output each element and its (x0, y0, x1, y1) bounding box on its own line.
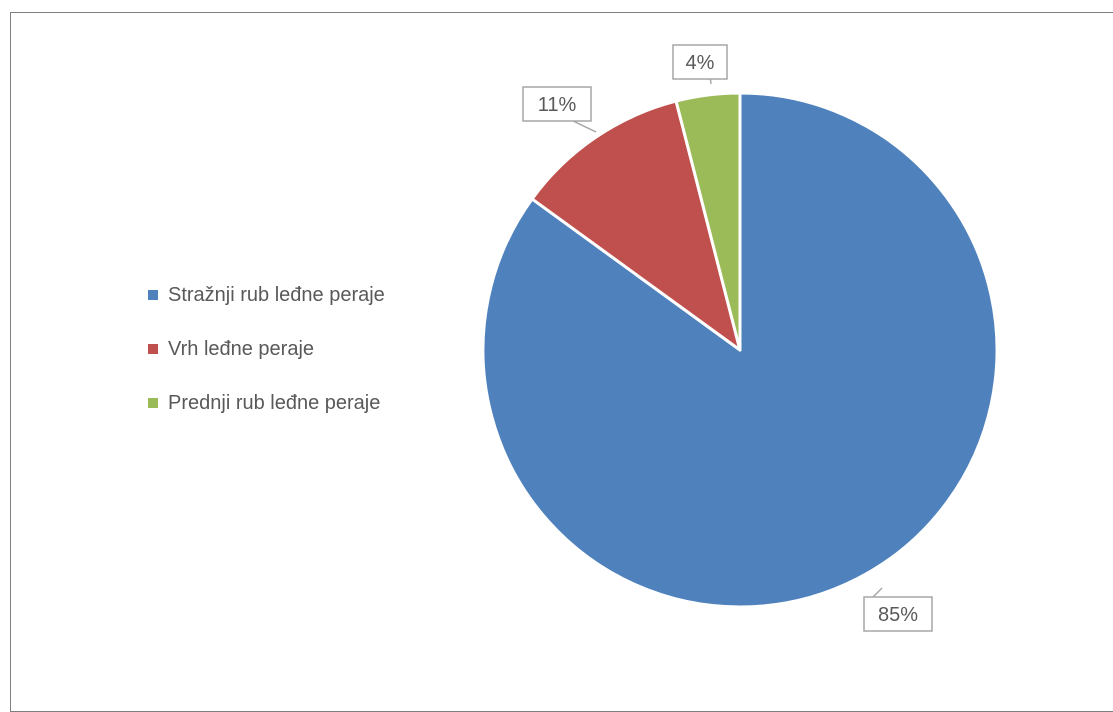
legend-item-straznji-rub: Stražnji rub leđne peraje (148, 280, 385, 310)
data-label-85: 85% (863, 587, 933, 632)
slice-prednji-rub (674, 91, 742, 352)
legend-label-straznji-rub: Stražnji rub leđne peraje (168, 283, 385, 306)
slice-straznji-rub (481, 91, 999, 609)
data-label-text: 4% (686, 52, 715, 74)
legend-item-prednji-rub: Prednji rub leđne peraje (148, 388, 385, 418)
data-label-text: 85% (878, 604, 918, 626)
legend-item-vrh: Vrh leđne peraje (148, 334, 385, 364)
data-label-box (672, 44, 728, 80)
data-label-box (863, 596, 933, 632)
data-label-4: 4% (672, 44, 728, 85)
legend: Stražnji rub leđne peraje Vrh leđne pera… (148, 280, 385, 442)
legend-swatch-straznji-rub (148, 290, 158, 300)
legend-label-vrh: Vrh leđne peraje (168, 337, 315, 360)
pie-chart: 85% 11% 4% (481, 44, 999, 632)
legend-label-prednji-rub: Prednji rub leđne peraje (168, 391, 381, 414)
data-label-11: 11% (522, 86, 597, 133)
data-label-text: 11% (538, 94, 577, 116)
legend-swatch-vrh (148, 344, 158, 354)
legend-swatch-prednji-rub (148, 398, 158, 408)
slice-vrh (530, 99, 742, 352)
data-label-box (522, 86, 592, 122)
